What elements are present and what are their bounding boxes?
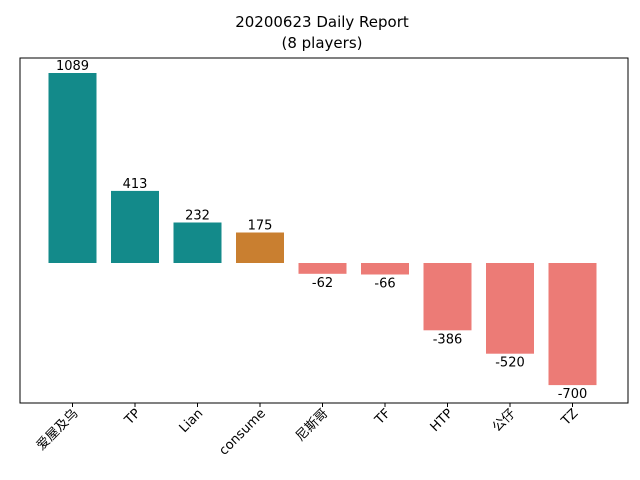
chart-subtitle: (8 players) bbox=[282, 34, 363, 52]
bar-2 bbox=[173, 222, 222, 263]
value-label-6: -386 bbox=[433, 332, 463, 347]
x-tick-label-5: TF bbox=[372, 406, 394, 428]
bar-1 bbox=[111, 190, 159, 263]
value-label-0: 1089 bbox=[56, 59, 89, 74]
x-tick-label-7: 公仔 bbox=[490, 406, 519, 435]
plot-frame bbox=[19, 57, 629, 404]
x-tick-label-8: TZ bbox=[558, 406, 581, 429]
bar-6 bbox=[423, 263, 472, 331]
x-tick-label-2: Lian bbox=[177, 406, 207, 436]
bar-7 bbox=[486, 263, 534, 354]
value-label-2: 232 bbox=[185, 209, 210, 224]
value-label-8: -700 bbox=[558, 387, 588, 402]
bar-5 bbox=[361, 263, 409, 275]
x-tick-label-3: consume bbox=[216, 406, 268, 458]
chart-title: 20200623 Daily Report bbox=[235, 13, 409, 31]
bar-4 bbox=[298, 263, 347, 274]
value-label-3: 175 bbox=[248, 219, 273, 234]
value-labels-group: 1089 413 232 175 -62 -66 -386 -520 -700 bbox=[56, 59, 587, 402]
value-label-1: 413 bbox=[123, 177, 148, 192]
x-ticks-group: 爱屋及乌 TP Lian consume 尼斯哥 TF HTP 公仔 TZ bbox=[33, 403, 581, 459]
x-tick-label-6: HTP bbox=[428, 406, 457, 435]
bars-group bbox=[48, 73, 597, 386]
bar-3 bbox=[236, 232, 284, 263]
bar-8 bbox=[548, 263, 597, 386]
value-label-5: -66 bbox=[374, 277, 395, 292]
bar-0 bbox=[48, 73, 97, 263]
value-label-4: -62 bbox=[312, 276, 333, 291]
x-tick-label-1: TP bbox=[121, 406, 144, 429]
x-tick-label-4: 尼斯哥 bbox=[293, 406, 331, 444]
value-label-7: -520 bbox=[495, 356, 525, 371]
x-tick-label-0: 爱屋及乌 bbox=[33, 406, 81, 454]
